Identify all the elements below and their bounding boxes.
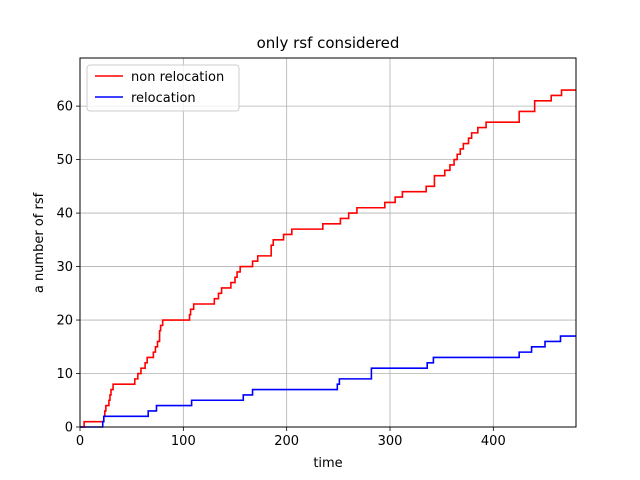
x-tick-label: 0 [76, 434, 84, 449]
y-axis-label: a number of rsf [32, 192, 47, 293]
y-tick-label: 40 [56, 207, 73, 222]
x-tick-label: 400 [481, 434, 506, 449]
x-tick-label: 300 [378, 434, 403, 449]
series-line-relocation [80, 335, 576, 428]
series-line-non-relocation [80, 89, 576, 428]
x-tick-label: 200 [274, 434, 299, 449]
plot-frame [79, 57, 577, 428]
x-tick-label: 100 [171, 434, 196, 449]
chart-title: only rsf considered [257, 34, 400, 52]
y-tick-label: 0 [65, 421, 73, 436]
y-tick-label: 30 [56, 260, 73, 275]
legend-label-relocation: relocation [131, 91, 196, 106]
grid [80, 58, 576, 427]
series-lines [80, 89, 576, 428]
x-axis-label: time [313, 456, 342, 471]
axis-ticks: 0 100 200 300 400 0 10 20 30 40 50 60 [56, 100, 505, 449]
legend-label-non-relocation: non relocation [131, 70, 224, 85]
y-tick-label: 10 [56, 367, 73, 382]
y-tick-label: 60 [56, 100, 73, 115]
legend-box [86, 64, 240, 112]
y-tick-label: 20 [56, 314, 73, 329]
legend: non relocation relocation [86, 64, 240, 112]
y-tick-label: 50 [56, 153, 73, 168]
